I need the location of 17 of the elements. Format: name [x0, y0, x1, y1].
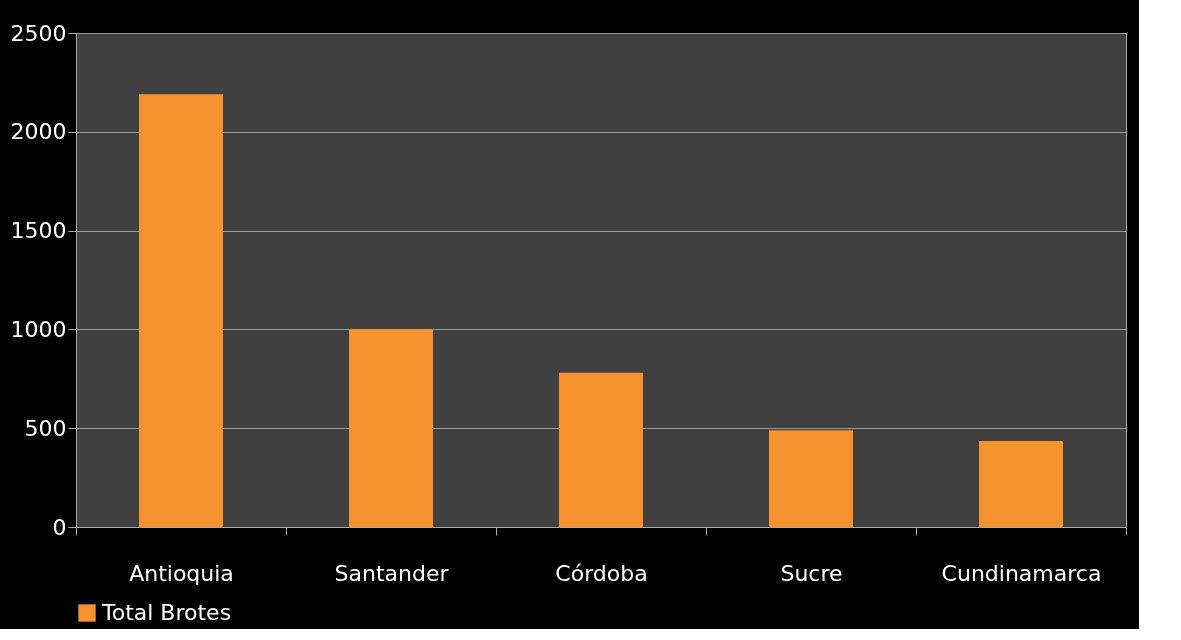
y-tick-label: 1500 — [10, 218, 67, 244]
bar — [349, 329, 433, 527]
bar — [139, 94, 223, 527]
bar — [559, 372, 643, 527]
x-tick-label: Antioquia — [129, 560, 234, 586]
y-tick-label: 2000 — [10, 119, 67, 145]
x-tick-label: Córdoba — [555, 560, 648, 586]
y-tick-label: 0 — [52, 514, 67, 540]
bar — [769, 430, 853, 527]
y-tick-label: 1000 — [10, 316, 67, 342]
x-tick-label: Sucre — [780, 560, 843, 586]
x-tick-label: Cundinamarca — [941, 560, 1102, 586]
y-tick-label: 500 — [24, 415, 67, 441]
y-tick-label: 2500 — [10, 20, 67, 46]
legend-label: Total Brotes — [101, 600, 232, 625]
bar — [979, 441, 1063, 527]
x-tick-label: Santander — [334, 560, 450, 586]
